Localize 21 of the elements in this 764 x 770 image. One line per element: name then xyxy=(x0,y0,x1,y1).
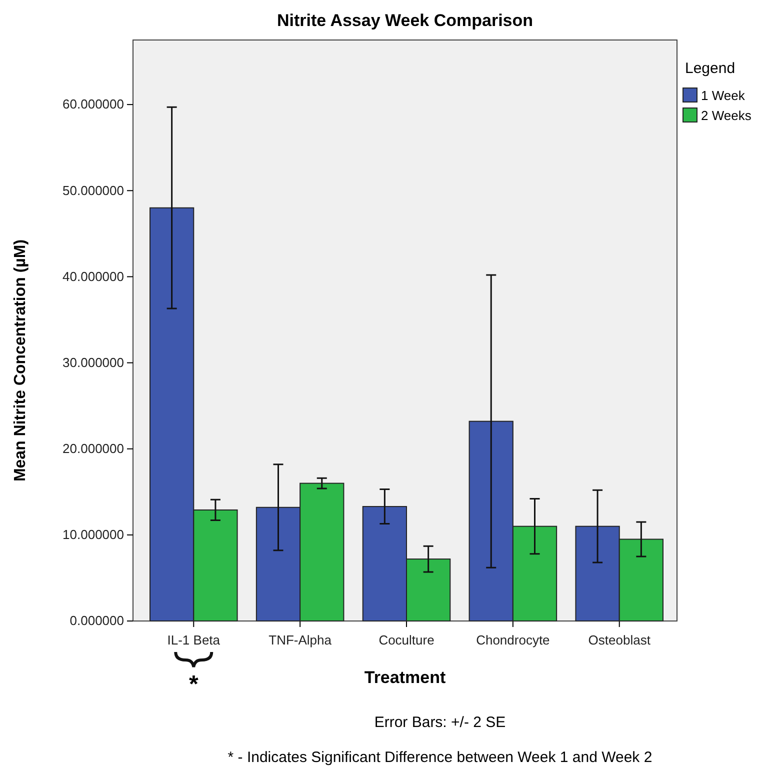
x-tick-label: Coculture xyxy=(378,632,434,648)
y-tick-label: 40.000000 xyxy=(62,268,124,284)
chart-title: Nitrite Assay Week Comparison xyxy=(276,11,534,30)
y-tick-label: 60.000000 xyxy=(62,96,124,112)
text: * - Indicates Significant Difference between Week 1 and Week 2 xyxy=(228,749,652,766)
y-tick-label: 30.000000 xyxy=(62,354,124,370)
y-tick-label: 20.000000 xyxy=(62,441,124,456)
x-tick-label: Chondrocyte xyxy=(476,632,550,648)
y-tick-label: 10.000000 xyxy=(62,527,124,542)
text: * xyxy=(188,671,199,698)
text: Error Bars: +/- 2 SE xyxy=(374,714,506,731)
x-tick-label: IL-1 Beta xyxy=(167,632,221,648)
y-axis-title: Mean Nitrite Concentration (µM) xyxy=(12,239,29,482)
legend-label: 1 Week xyxy=(701,88,746,103)
y-tick-label: 50.000000 xyxy=(62,182,124,198)
y-tick-label: 0.000000 xyxy=(70,613,124,628)
legend-title: Legend xyxy=(685,60,736,77)
x-tick-label: Osteoblast xyxy=(588,632,651,648)
legend-label: 2 Weeks xyxy=(701,108,752,123)
x-axis-title: Treatment xyxy=(364,668,446,687)
x-tick-label: TNF-Alpha xyxy=(268,632,332,648)
